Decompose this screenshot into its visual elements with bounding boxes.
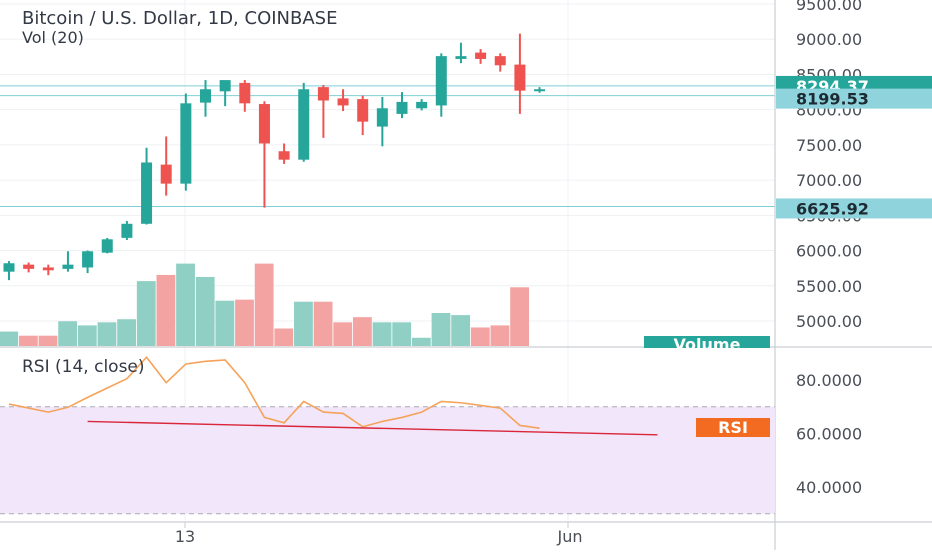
candle-body (160, 164, 172, 184)
time-tick-label: 13 (175, 527, 195, 546)
volume-bar (333, 322, 353, 346)
candle-body (62, 264, 74, 269)
volume-bar (136, 281, 156, 346)
candle-body (455, 56, 467, 59)
candle-body (219, 80, 231, 92)
time-axis[interactable]: 13 Jun (175, 522, 583, 546)
candle-body (396, 101, 408, 114)
volume-bar (195, 276, 215, 346)
volume-bar (77, 325, 97, 346)
candle-body (435, 56, 447, 106)
candle-body (82, 251, 94, 268)
volume-bar (470, 327, 490, 346)
price-level-badge-bg (776, 198, 932, 219)
volume-bar (392, 322, 412, 346)
candle-body (200, 89, 211, 103)
candlestick-series (3, 33, 546, 281)
candle-body (141, 162, 153, 224)
volume-bar (274, 328, 294, 346)
volume-bar (451, 315, 471, 346)
volume-bar (38, 335, 58, 346)
volume-bar (117, 319, 136, 346)
price-tick-label: 5000.00 (796, 312, 862, 331)
rsi-line (8, 356, 540, 429)
volume-badge-clip (640, 348, 774, 354)
candle-body (416, 101, 428, 109)
price-tick-label: 5500.00 (796, 277, 862, 296)
candle-body (534, 89, 546, 92)
rsi-tick-label: 80.0000 (796, 371, 862, 390)
rsi-tick-label: 40.0000 (796, 478, 862, 497)
volume-bar (254, 263, 274, 346)
volume-bar (372, 322, 392, 346)
candle-body (337, 98, 349, 106)
rsi-badge-bg (696, 418, 770, 437)
time-tick-label: Jun (557, 527, 583, 546)
volume-indicator-label[interactable]: Vol (20) (22, 28, 84, 47)
volume-bar (431, 313, 451, 346)
price-level-badge: 8199.53 (796, 90, 869, 109)
price-tick-label: 6000.00 (796, 242, 862, 261)
candle-body (258, 104, 270, 144)
candle-body (239, 82, 251, 104)
rsi-pane (0, 356, 775, 515)
candle-body (101, 239, 113, 253)
candle-body (357, 99, 369, 122)
rsi-trendline (87, 420, 658, 436)
rsi-badge-label: RSI (718, 418, 748, 437)
volume-bar (0, 331, 19, 346)
volume-bar (353, 317, 372, 346)
candle-body (376, 108, 388, 127)
candle-body (3, 263, 15, 272)
candle-body (298, 89, 310, 160)
price-tick-label: 9000.00 (796, 30, 862, 49)
candle-body (121, 223, 133, 238)
chart-title: Bitcoin / U.S. Dollar, 1D, COINBASE (22, 8, 338, 29)
volume-bar (510, 287, 529, 346)
candle-body (42, 267, 54, 271)
rsi-band (0, 406, 775, 514)
volume-bar (97, 322, 117, 346)
volume-badge-bg (644, 336, 770, 348)
volume-bar (176, 263, 195, 346)
price-tick-label: 9500.00 (796, 0, 862, 14)
price-level-badge: 6625.92 (796, 199, 869, 218)
volume-bar (58, 321, 78, 346)
volume-bar (313, 301, 333, 346)
candle-body (317, 87, 329, 101)
price-level-badge-bg (776, 88, 932, 109)
candle-body (514, 64, 526, 91)
price-tick-label: 7000.00 (796, 171, 862, 190)
candle-body (475, 52, 487, 59)
volume-bar (156, 274, 176, 346)
candle-body (494, 56, 506, 66)
volume-bar (411, 337, 431, 346)
price-axis[interactable]: 5000.005500.006000.006500.007000.007500.… (796, 0, 862, 497)
volume-bar (215, 300, 235, 346)
price-tick-label: 7500.00 (796, 136, 862, 155)
volume-bar (294, 301, 313, 346)
candle-body (278, 151, 290, 160)
candle-body (23, 264, 35, 269)
volume-bars (0, 263, 529, 346)
volume-bar (235, 299, 254, 346)
rsi-indicator-label[interactable]: RSI (14, close) (22, 357, 145, 377)
volume-bar (18, 335, 38, 346)
volume-bar (490, 325, 510, 346)
rsi-tick-label: 60.0000 (796, 425, 862, 444)
candle-body (180, 103, 192, 184)
